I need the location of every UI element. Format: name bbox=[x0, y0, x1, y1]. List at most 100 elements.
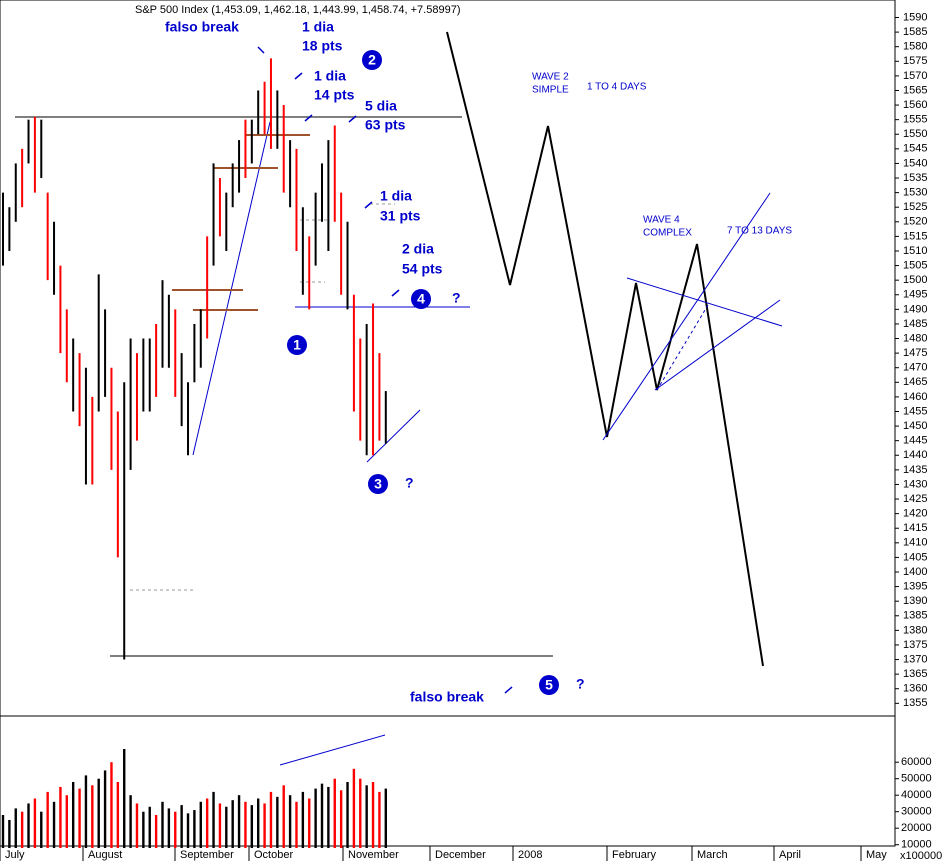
volume-tick-label: 20000 bbox=[901, 822, 932, 834]
volume-bar bbox=[103, 770, 107, 848]
x-tick-label: August bbox=[88, 849, 122, 861]
volume-bar bbox=[212, 791, 215, 848]
y-tick-label: 1540 bbox=[903, 157, 927, 169]
y-tick-label: 1400 bbox=[903, 566, 927, 578]
y-tick-label: 1380 bbox=[903, 624, 927, 636]
y-tick-label: 1435 bbox=[903, 464, 927, 476]
annotation: WAVE 4 bbox=[643, 215, 680, 226]
volume-bar bbox=[231, 800, 234, 848]
volume-bar bbox=[199, 801, 202, 848]
volume-bar bbox=[205, 798, 209, 848]
volume-bar bbox=[378, 791, 381, 848]
arrow bbox=[348, 115, 357, 123]
arrow bbox=[257, 46, 265, 54]
volume-bar bbox=[20, 811, 24, 848]
x-tick-label: 2008 bbox=[518, 849, 542, 861]
trend-line bbox=[192, 121, 271, 456]
arrow bbox=[304, 114, 313, 122]
volume-bar bbox=[288, 795, 292, 848]
x-tick-label: July bbox=[5, 849, 25, 861]
volume-bar bbox=[257, 798, 260, 848]
wave-label: 2 bbox=[368, 52, 376, 68]
volume-bar bbox=[384, 788, 387, 848]
y-tick-label: 1500 bbox=[903, 274, 927, 286]
wave-circle bbox=[368, 474, 388, 494]
x-tick-label: February bbox=[612, 849, 657, 861]
volume-bar bbox=[218, 803, 222, 848]
volume-bar bbox=[320, 783, 324, 848]
annotation: 31 pts bbox=[380, 208, 421, 224]
volume-bar bbox=[148, 806, 151, 848]
x-tick-label: October bbox=[254, 849, 293, 861]
channel-line bbox=[654, 299, 781, 391]
volume-bar bbox=[237, 795, 241, 848]
volume-bar bbox=[269, 791, 273, 848]
wave-circle bbox=[362, 50, 382, 70]
volume-bar bbox=[40, 811, 43, 848]
volume-bar bbox=[365, 785, 368, 848]
annotation: SIMPLE bbox=[532, 85, 569, 96]
arrow bbox=[364, 201, 373, 209]
annotation: 63 pts bbox=[365, 117, 406, 133]
y-tick-label: 1575 bbox=[903, 55, 927, 67]
y-tick-label: 1525 bbox=[903, 201, 927, 213]
volume-bar bbox=[244, 801, 247, 848]
volume-bar bbox=[123, 749, 126, 848]
channel-line bbox=[602, 192, 771, 441]
volume-bar bbox=[327, 786, 330, 848]
y-tick-label: 1470 bbox=[903, 362, 927, 374]
chart-title: S&P 500 Index (1,453.09, 1,462.18, 1,443… bbox=[135, 4, 460, 16]
y-tick-label: 1390 bbox=[903, 595, 927, 607]
volume-bar bbox=[33, 798, 37, 848]
volume-bar bbox=[301, 791, 305, 848]
volume-bar bbox=[295, 801, 298, 848]
annotation: falso break bbox=[165, 19, 239, 35]
x-tick-label: May bbox=[866, 849, 887, 861]
y-tick-label: 1510 bbox=[903, 245, 927, 257]
annotation: 1 dia bbox=[302, 19, 334, 35]
y-tick-label: 1375 bbox=[903, 639, 927, 651]
y-tick-label: 1555 bbox=[903, 114, 927, 126]
y-tick-label: 1415 bbox=[903, 522, 927, 534]
y-tick-label: 1465 bbox=[903, 376, 927, 388]
y-tick-label: 1570 bbox=[903, 70, 927, 82]
annotation: WAVE 2 bbox=[532, 72, 569, 83]
wave-projection bbox=[446, 31, 764, 667]
volume-bar bbox=[308, 798, 311, 848]
y-tick-label: 1475 bbox=[903, 347, 927, 359]
volume-bar bbox=[186, 813, 190, 848]
wave-circles: 1 2 3 4 5 bbox=[287, 50, 559, 695]
y-tick-label: 1590 bbox=[903, 11, 927, 23]
y-tick-label: 1360 bbox=[903, 683, 927, 695]
volume-bar bbox=[225, 806, 228, 848]
annotation: 1 TO 4 DAYS bbox=[587, 82, 647, 93]
annotation: 1 dia bbox=[380, 188, 412, 204]
volume-trend bbox=[279, 734, 386, 766]
annotation: 14 pts bbox=[314, 87, 355, 103]
volume-bar bbox=[91, 785, 94, 848]
x-tick-label: April bbox=[779, 849, 801, 861]
y-tick-label: 1515 bbox=[903, 230, 927, 242]
y-tick-label: 1385 bbox=[903, 610, 927, 622]
volume-bar bbox=[14, 808, 17, 848]
trend-line bbox=[366, 409, 421, 463]
volume-bar bbox=[154, 815, 158, 848]
volume-bar bbox=[352, 768, 356, 848]
wave-circle bbox=[287, 335, 307, 355]
y-tick-label: 1445 bbox=[903, 435, 927, 447]
volume-bar bbox=[180, 805, 183, 848]
annotation: COMPLEX bbox=[643, 228, 692, 239]
x-tick-label: November bbox=[348, 849, 399, 861]
y-tick-label: 1560 bbox=[903, 99, 927, 111]
y-tick-label: 1440 bbox=[903, 449, 927, 461]
y-tick-label: 1490 bbox=[903, 303, 927, 315]
y-tick-label: 1410 bbox=[903, 537, 927, 549]
volume-bar bbox=[27, 803, 30, 848]
question-mark: ? bbox=[405, 475, 414, 491]
wave-label: 4 bbox=[417, 291, 425, 307]
volume-bar bbox=[276, 796, 279, 848]
y-tick-label: 1580 bbox=[903, 41, 927, 53]
x-tick-label: September bbox=[180, 849, 234, 861]
volume-bar bbox=[8, 819, 11, 848]
